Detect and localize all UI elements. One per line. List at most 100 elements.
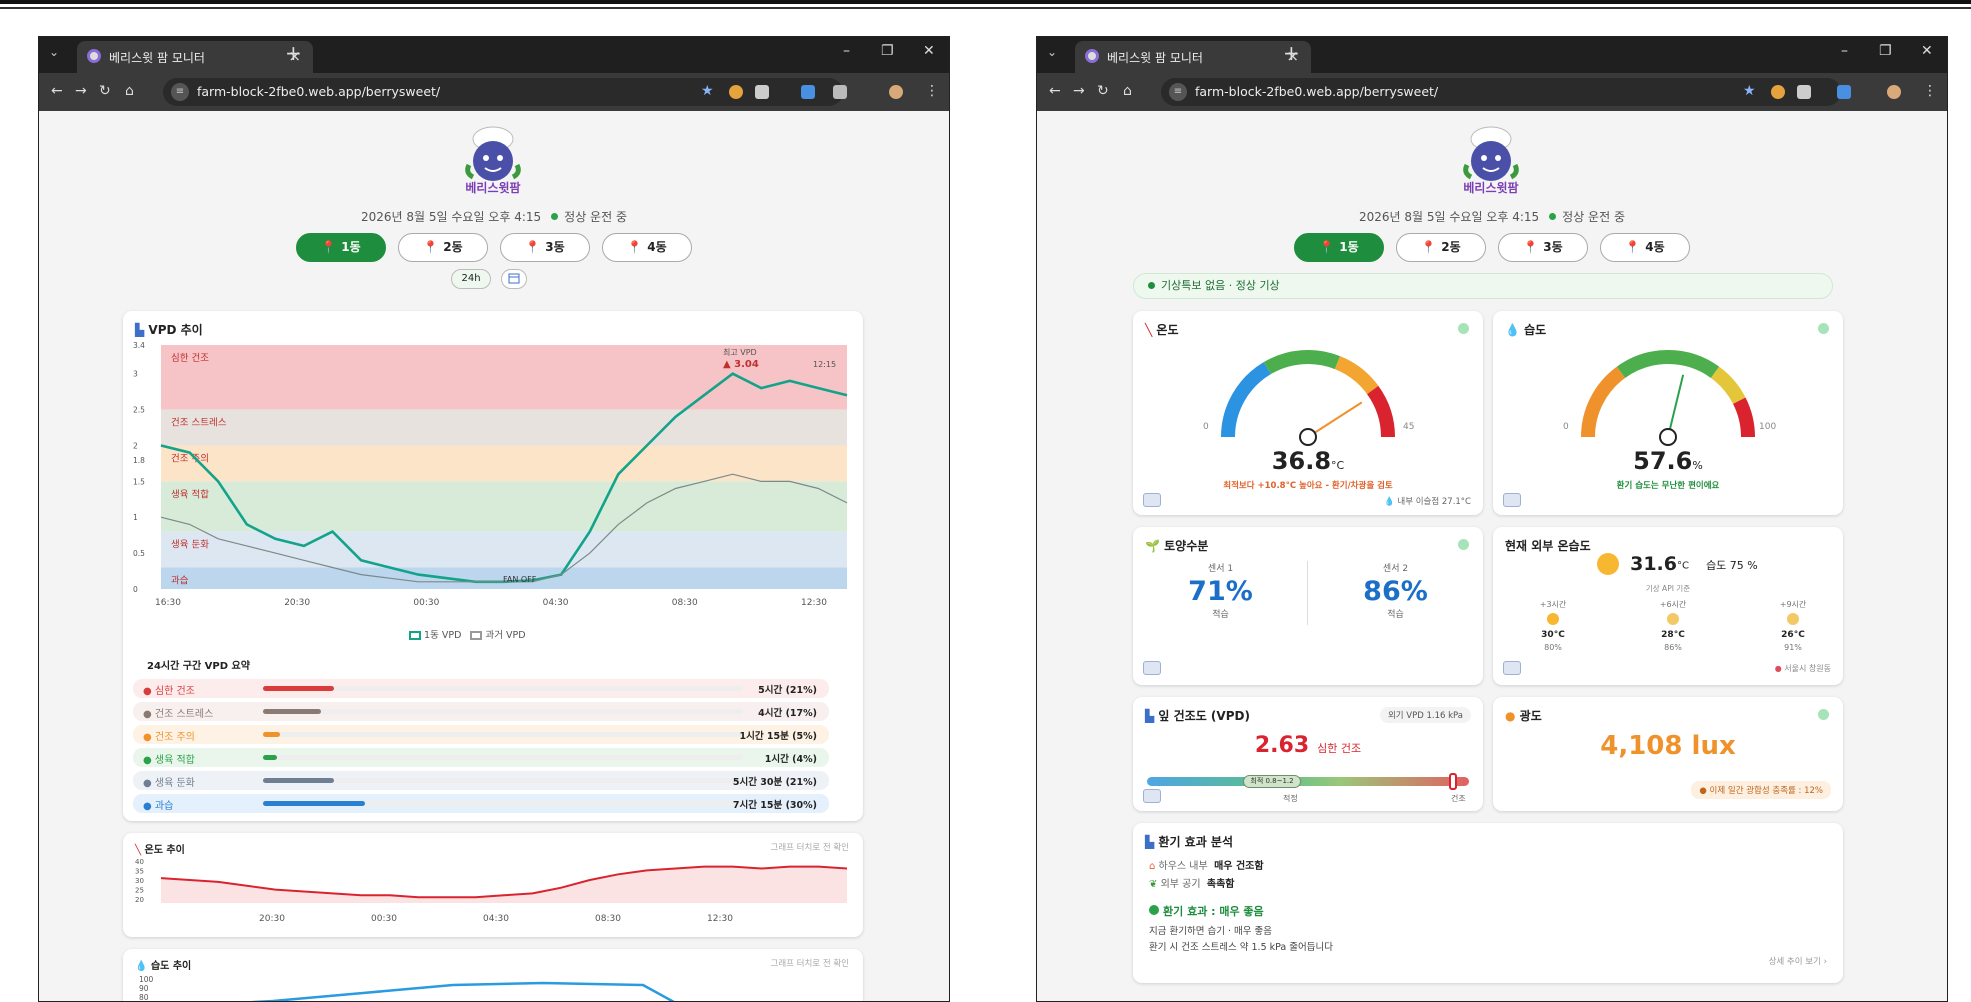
zone-label: 심한 건조 (171, 353, 209, 364)
chart-toggle-icon[interactable] (1503, 661, 1521, 675)
back-icon[interactable]: ← (1049, 83, 1061, 99)
building-button-1[interactable]: 📍 1동 (296, 233, 386, 262)
menu-icon[interactable]: ⋮ (925, 83, 939, 99)
building-button-3[interactable]: 📍 3동 (500, 233, 590, 262)
gauge-segment (1221, 362, 1272, 438)
back-icon[interactable]: ← (51, 83, 63, 99)
optimal-range: 최적 0.8~1.2 (1243, 775, 1301, 788)
forward-icon[interactable]: → (75, 83, 87, 99)
restore-icon[interactable]: ❐ (1879, 43, 1892, 59)
chart-toggle-icon[interactable] (1503, 493, 1521, 507)
sensor-2-value: 86% (1363, 576, 1428, 607)
tab-search-icon[interactable]: ⌄ (1047, 45, 1058, 59)
browser-tab[interactable]: 베리스윗 팜 모니터 × (77, 41, 313, 73)
vpd-zone (161, 567, 847, 589)
gauge-hub (1299, 428, 1317, 446)
x-tick: 12:30 (801, 598, 827, 608)
bookmark-star-icon[interactable]: ★ (1743, 83, 1756, 99)
building-button-4[interactable]: 📍 4동 (602, 233, 692, 262)
extension-icon[interactable] (1797, 85, 1811, 99)
building-button-2[interactable]: 📍 2동 (398, 233, 488, 262)
chart-toggle-icon[interactable] (1143, 789, 1161, 803)
close-window-icon[interactable]: ✕ (923, 43, 935, 59)
zone-label: 건조 주의 (171, 453, 209, 464)
page-content: 베리스윗팜 2026년 8월 5일 수요일 오후 4:15 정상 운전 중 📍 1동… (1037, 111, 1947, 1001)
chart-toggle-icon[interactable] (1143, 493, 1161, 507)
minimize-icon[interactable]: – (1841, 43, 1848, 59)
date-status-line: 2026년 8월 5일 수요일 오후 4:15 정상 운전 중 (39, 208, 949, 225)
building-button-3[interactable]: 📍 3동 (1498, 233, 1588, 262)
berrysweet-logo: 베리스윗팜 (1463, 126, 1519, 195)
calendar-button[interactable] (501, 269, 527, 289)
vpd-trend-card: ▙ VPD 추이 심한 건조 건조 스트레스 건조 주의 생육 적합 생육 둔화 과습 0 0… (123, 311, 863, 821)
y-tick: 0.5 (133, 549, 145, 558)
pin-icon: 📍 (525, 240, 541, 254)
reload-icon[interactable]: ↻ (99, 83, 111, 99)
new-tab-icon[interactable]: + (1283, 41, 1300, 65)
forward-icon[interactable]: → (1073, 83, 1085, 99)
y-tick: 30 (135, 877, 144, 885)
tab-search-icon[interactable]: ⌄ (49, 45, 60, 59)
y-tick: 2.5 (133, 406, 145, 415)
restore-icon[interactable]: ❐ (881, 43, 894, 59)
chart-icon: ▙ (1145, 709, 1159, 723)
x-tick: 04:30 (483, 914, 509, 924)
humid-trend-title: 💧 습도 추이 (135, 961, 192, 972)
building-button-2[interactable]: 📍 2동 (1396, 233, 1486, 262)
vpd-indicator (1448, 773, 1457, 790)
extension-icon[interactable] (1771, 85, 1785, 99)
browser-tab[interactable]: 베리스윗 팜 모니터 × (1075, 41, 1311, 73)
peak-label: 최고 VPD (723, 347, 757, 357)
chart-toggle-icon[interactable] (1143, 661, 1161, 675)
dew-point: 💧 내부 이슬점 27.1°C (1384, 497, 1471, 507)
extension-icon[interactable] (755, 85, 769, 99)
site-info-icon[interactable]: ≡ (171, 83, 189, 101)
x-tick: 12:30 (707, 914, 733, 924)
url-field[interactable]: ≡ farm-block-2fbe0.web.app/berrysweet/ (1161, 78, 1841, 106)
alert-dot (1148, 282, 1155, 289)
gauge-segment (1334, 356, 1379, 395)
summary-value: 7시간 15분 (30%) (732, 800, 817, 811)
chart-icon: ▙ (1145, 835, 1159, 849)
status-indicator (1818, 709, 1829, 720)
bookmark-star-icon[interactable]: ★ (701, 83, 714, 99)
extension-icon[interactable] (833, 85, 847, 99)
gauge-segment (1616, 350, 1720, 379)
url-text: farm-block-2fbe0.web.app/berrysweet/ (1195, 84, 1439, 99)
pin-icon: 📍 (423, 240, 439, 254)
tab-title: 베리스윗 팜 모니터 (1107, 51, 1203, 65)
home-icon[interactable]: ⌂ (1123, 83, 1132, 99)
extension-icon[interactable] (801, 85, 815, 99)
close-tab-icon[interactable]: × (1286, 47, 1299, 65)
building-button-4[interactable]: 📍 4동 (1600, 233, 1690, 262)
summary-track (263, 801, 743, 806)
extension-icon[interactable] (1837, 85, 1851, 99)
summary-bar (263, 778, 335, 783)
range-24h-button[interactable]: 24h (451, 269, 491, 289)
extension-icon[interactable] (729, 85, 743, 99)
humid-chart[interactable] (123, 973, 863, 1002)
summary-label: ● 심한 건조 (143, 686, 195, 697)
browser-window-right: ⌄ 베리스윗 팜 모니터 × + – ❐ ✕ ← → ↻ ⌂ ≡ farm-bl… (1036, 36, 1948, 1002)
scale-label-mid: 적정 (1283, 794, 1298, 803)
vpd-zone (161, 345, 847, 410)
menu-icon[interactable]: ⋮ (1923, 83, 1937, 99)
minimize-icon[interactable]: – (843, 43, 850, 59)
vent-line-2: 환기 시 건조 스트레스 약 1.5 kPa 줄어듭니다 (1149, 942, 1333, 953)
profile-avatar[interactable] (889, 85, 903, 99)
profile-avatar[interactable] (1887, 85, 1901, 99)
site-info-icon[interactable]: ≡ (1169, 83, 1187, 101)
reload-icon[interactable]: ↻ (1097, 83, 1109, 99)
new-tab-icon[interactable]: + (285, 41, 302, 65)
home-icon[interactable]: ⌂ (125, 83, 134, 99)
vpd-value: 2.63 심한 건조 (1254, 733, 1362, 758)
summary-value: 5시간 30분 (21%) (732, 777, 817, 788)
pin-icon: 📍 (627, 240, 643, 254)
zone-label: 건조 스트레스 (171, 418, 227, 429)
close-window-icon[interactable]: ✕ (1921, 43, 1933, 59)
details-link[interactable]: 상세 추이 보기 › (1768, 957, 1827, 967)
building-button-1[interactable]: 📍 1동 (1294, 233, 1384, 262)
close-tab-icon[interactable]: × (288, 47, 301, 65)
